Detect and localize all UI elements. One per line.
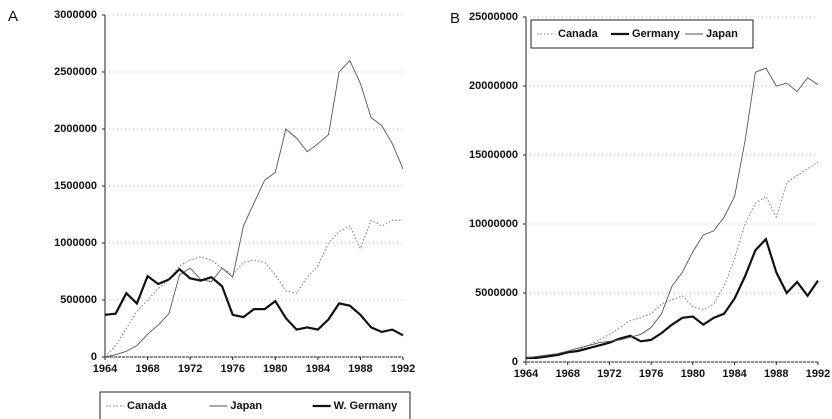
x-tick-label: 1988 (348, 363, 372, 375)
x-tick-label: 1976 (639, 368, 663, 380)
x-tick-label: 1972 (178, 363, 202, 375)
panel-label: B (450, 10, 460, 27)
y-tick-label: 0 (91, 351, 97, 363)
legend-label: Canada (127, 400, 168, 412)
series-line (525, 67, 819, 359)
x-tick-label: 1976 (220, 363, 244, 375)
y-tick-label: 15000000 (469, 149, 518, 161)
x-tick-label: 1964 (93, 363, 118, 375)
y-tick-label: 2500000 (54, 66, 97, 78)
x-tick-label: 1984 (306, 363, 331, 375)
x-tick-label: 1964 (514, 368, 539, 380)
x-tick-label: 1988 (764, 368, 788, 380)
x-tick-label: 1992 (806, 368, 830, 380)
x-tick-label: 1968 (555, 368, 579, 380)
y-tick-label: 1500000 (54, 180, 97, 192)
y-tick-label: 5000000 (475, 287, 518, 299)
y-tick-label: 500000 (60, 294, 97, 306)
y-tick-label: 25000000 (469, 11, 518, 23)
y-tick-label: 2000000 (54, 123, 97, 135)
x-tick-label: 1992 (391, 363, 415, 375)
y-tick-label: 3000000 (54, 9, 97, 21)
x-tick-label: 1968 (135, 363, 159, 375)
series-line (525, 161, 819, 360)
y-tick-label: 1000000 (54, 237, 97, 249)
legend-label: Canada (558, 28, 599, 40)
series-line (104, 267, 404, 337)
series-line (104, 59, 404, 358)
legend-label: W. Germany (334, 400, 398, 412)
legend-box (99, 391, 411, 419)
x-tick-label: 1980 (681, 368, 705, 380)
y-tick-label: 20000000 (469, 80, 518, 92)
legend-label: Japan (706, 28, 738, 40)
series-line (104, 219, 403, 358)
panel-label: A (8, 8, 18, 25)
x-tick-label: 1972 (597, 368, 621, 380)
legend-label: Germany (632, 28, 681, 40)
series-line (526, 237, 819, 359)
y-tick-label: 0 (512, 356, 518, 368)
legend-label: Japan (230, 400, 262, 412)
y-tick-label: 10000000 (469, 218, 518, 230)
legend-box (530, 19, 754, 49)
x-tick-label: 1984 (722, 368, 747, 380)
x-tick-label: 1980 (263, 363, 287, 375)
